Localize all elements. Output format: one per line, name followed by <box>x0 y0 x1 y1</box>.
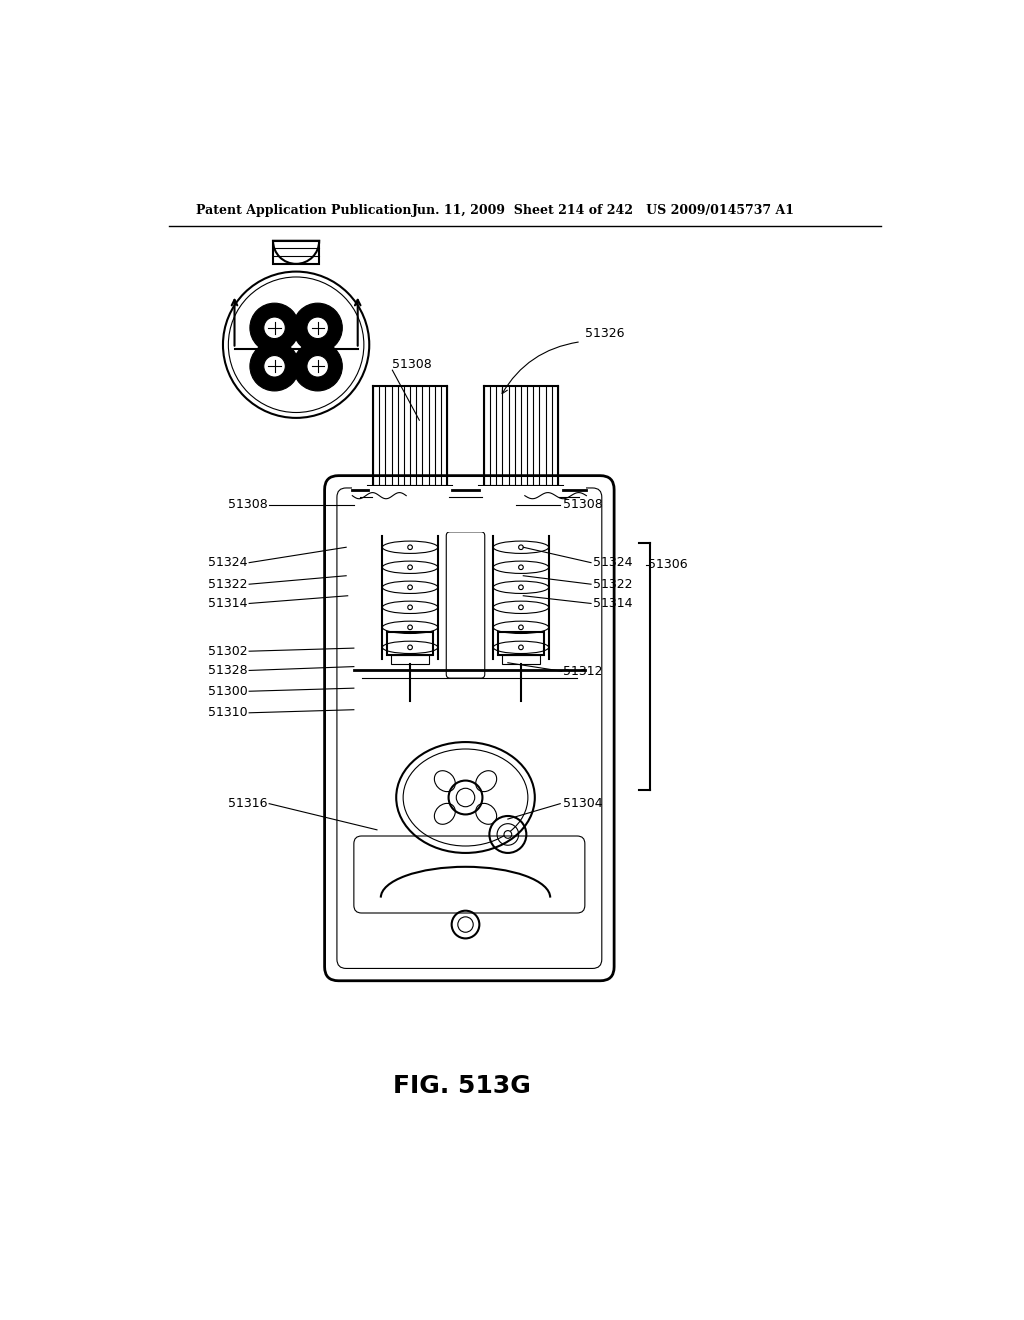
Circle shape <box>293 304 342 352</box>
Text: 51324: 51324 <box>593 556 632 569</box>
Text: 51304: 51304 <box>563 797 603 810</box>
Bar <box>273 240 319 264</box>
Text: 51308: 51308 <box>563 499 603 511</box>
Bar <box>502 655 541 664</box>
Text: FIG. 513G: FIG. 513G <box>393 1074 530 1098</box>
Bar <box>372 490 449 512</box>
Text: 51322: 51322 <box>593 578 632 591</box>
Text: 51308: 51308 <box>228 499 267 511</box>
Text: 51322: 51322 <box>208 578 248 591</box>
Text: 51310: 51310 <box>208 706 248 719</box>
Text: 51326: 51326 <box>585 327 625 341</box>
Text: 51312: 51312 <box>563 665 603 677</box>
Circle shape <box>518 626 523 630</box>
Text: 51328: 51328 <box>208 664 248 677</box>
Bar <box>478 486 563 520</box>
Bar <box>391 655 429 664</box>
Circle shape <box>408 645 413 649</box>
Bar <box>368 486 453 520</box>
Circle shape <box>408 585 413 590</box>
Text: Jun. 11, 2009  Sheet 214 of 242   US 2009/0145737 A1: Jun. 11, 2009 Sheet 214 of 242 US 2009/0… <box>412 205 795 218</box>
Bar <box>449 385 482 486</box>
Circle shape <box>518 605 523 610</box>
Circle shape <box>307 355 329 378</box>
Circle shape <box>408 605 413 610</box>
Circle shape <box>307 317 329 339</box>
Circle shape <box>250 342 299 391</box>
Circle shape <box>518 585 523 590</box>
Bar <box>352 486 587 532</box>
Text: 51306: 51306 <box>648 558 688 572</box>
Text: 51308: 51308 <box>392 358 432 371</box>
Circle shape <box>408 565 413 570</box>
Bar <box>387 632 433 655</box>
Circle shape <box>250 304 299 352</box>
Circle shape <box>518 645 523 649</box>
Circle shape <box>293 342 342 391</box>
Text: 51302: 51302 <box>208 644 248 657</box>
Text: 51316: 51316 <box>228 797 267 810</box>
Circle shape <box>518 545 523 549</box>
Circle shape <box>264 355 286 378</box>
Bar <box>498 632 544 655</box>
Text: 51314: 51314 <box>208 597 248 610</box>
Text: 51314: 51314 <box>593 597 632 610</box>
Circle shape <box>504 830 512 838</box>
Bar <box>482 490 559 512</box>
Circle shape <box>264 317 286 339</box>
Text: 51300: 51300 <box>208 685 248 698</box>
Text: 51324: 51324 <box>208 556 248 569</box>
Circle shape <box>408 626 413 630</box>
Circle shape <box>408 545 413 549</box>
Text: Patent Application Publication: Patent Application Publication <box>196 205 412 218</box>
Circle shape <box>518 565 523 570</box>
